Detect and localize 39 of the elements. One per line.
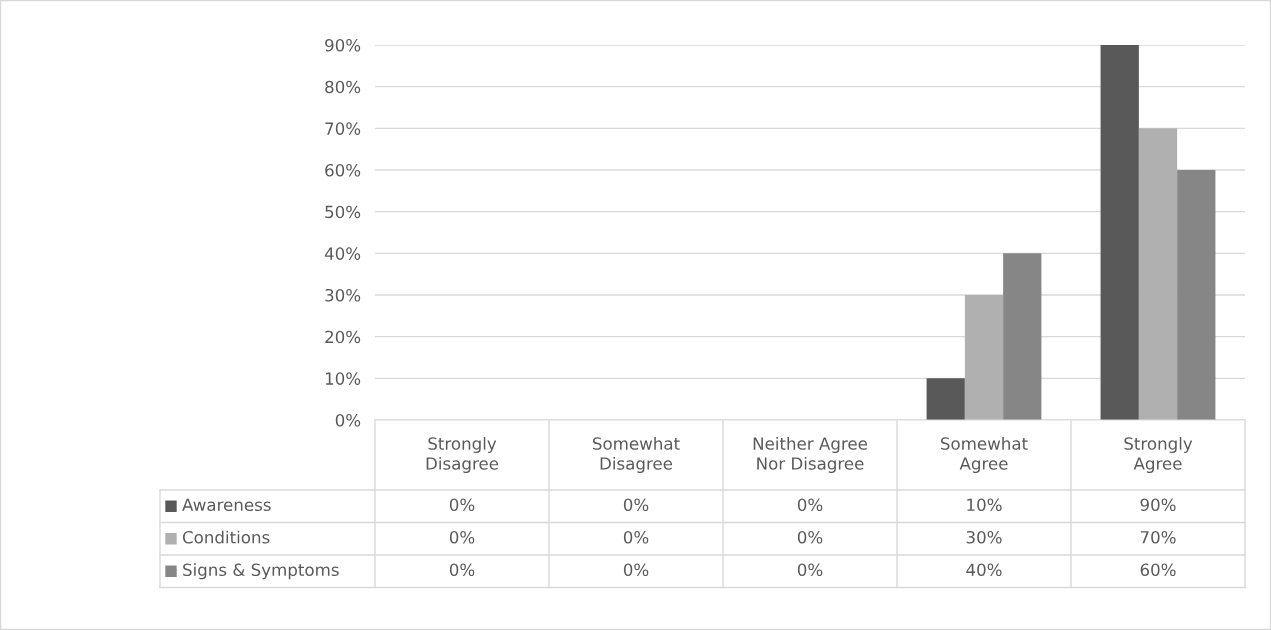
- y-tick-label: 70%: [325, 122, 361, 135]
- legend-label: Awareness: [182, 498, 271, 512]
- data-label: 0%: [797, 563, 823, 577]
- x-tick-label: Somewhat Disagree: [592, 436, 680, 474]
- data-label: 0%: [623, 563, 649, 577]
- x-tick-label: Strongly Disagree: [426, 436, 499, 474]
- y-tick-label: 0%: [335, 413, 361, 427]
- bar: [926, 378, 965, 420]
- y-tick-label: 10%: [325, 372, 361, 385]
- data-label: 10%: [967, 498, 1002, 512]
- legend-label: Conditions: [182, 530, 270, 544]
- y-tick-label: 80%: [325, 80, 361, 94]
- y-tick-label: 50%: [325, 205, 361, 219]
- y-tick-label: 20%: [325, 330, 361, 344]
- data-label: 60%: [1140, 563, 1176, 577]
- data-label: 40%: [966, 563, 1002, 577]
- data-label: 0%: [623, 530, 649, 544]
- data-label: 0%: [623, 498, 649, 512]
- x-tick-label: Somewhat Agree: [940, 436, 1028, 474]
- data-label: 0%: [449, 530, 475, 544]
- data-label: 70%: [1140, 530, 1176, 544]
- bar: [1138, 128, 1178, 420]
- data-label: 0%: [449, 498, 475, 512]
- y-tick-label: 60%: [325, 163, 361, 177]
- bar: [1003, 253, 1042, 420]
- data-label: 0%: [797, 530, 823, 544]
- bar: [1177, 170, 1216, 420]
- y-tick-label: 90%: [325, 38, 361, 52]
- bar: [1100, 45, 1139, 420]
- legend-label: Signs & Symptoms: [183, 563, 339, 580]
- x-tick-label: Neither Agree Nor Disagree: [753, 436, 868, 474]
- data-label: 30%: [966, 530, 1002, 544]
- x-tick-label: Strongly Agree: [1124, 436, 1193, 474]
- data-label: 90%: [1140, 498, 1176, 512]
- data-label: 0%: [449, 563, 475, 577]
- y-tick-label: 30%: [325, 288, 361, 302]
- bar: [964, 295, 1004, 420]
- y-tick-label: 40%: [324, 247, 361, 260]
- data-label: 0%: [797, 498, 823, 512]
